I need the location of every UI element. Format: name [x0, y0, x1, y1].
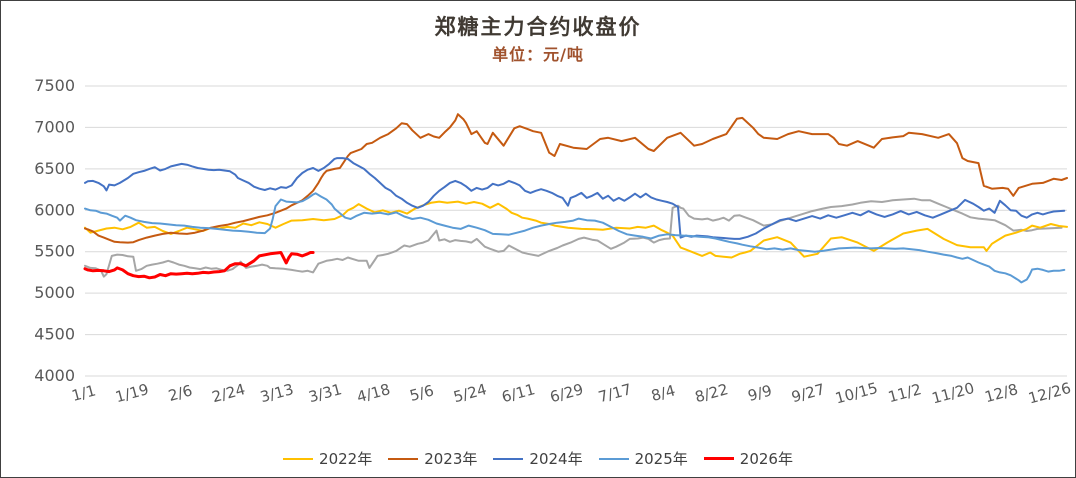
- legend-swatch: [283, 457, 314, 460]
- x-axis-label: 7/17: [596, 380, 633, 406]
- legend-label: 2026年: [739, 450, 793, 468]
- y-axis-label: 7500: [34, 76, 75, 95]
- series-line-2024年: [84, 157, 1066, 240]
- y-axis-label: 6500: [34, 159, 75, 178]
- x-axis-label: 8/4: [649, 381, 677, 405]
- legend-swatch: [598, 457, 629, 460]
- series-line-2026年: [83, 251, 315, 280]
- legend-swatch: [703, 457, 734, 460]
- legend-label: 2022年: [319, 450, 373, 468]
- x-axis-label: 5/6: [408, 381, 436, 405]
- legend-item-2025: 2025年: [598, 448, 688, 469]
- series-line-unlabeled-gray: [84, 197, 1063, 278]
- legend-item-2024: 2024年: [493, 448, 583, 469]
- x-axis-label: 3/31: [307, 380, 344, 406]
- chart-title: 郑糖主力合约收盘价: [434, 15, 642, 39]
- y-axis-label: 5500: [34, 242, 75, 261]
- x-axis-label: 9/9: [746, 381, 774, 405]
- x-axis-label: 11/2: [886, 380, 923, 406]
- legend-item-2026: 2026年: [703, 448, 793, 469]
- x-axis-label: 5/24: [451, 380, 488, 406]
- y-axis-label: 4500: [34, 325, 75, 344]
- legend-item-2023: 2023年: [388, 448, 477, 469]
- legend-label: 2024年: [529, 450, 583, 468]
- x-axis-label: 1/19: [113, 380, 150, 406]
- x-axis-label: 12/26: [1026, 379, 1072, 408]
- y-axis-label: 4000: [34, 366, 75, 385]
- y-axis-label: 5000: [34, 283, 75, 302]
- chart-legend: 2022年 2023年 2024年 2025年 2026年: [1, 448, 1075, 469]
- x-axis-label: 4/18: [355, 380, 392, 406]
- legend-swatch: [388, 457, 419, 460]
- x-axis-label: 8/22: [693, 380, 730, 406]
- y-axis-label: 6000: [34, 200, 75, 219]
- x-axis-label: 3/13: [258, 380, 295, 406]
- y-axis-label: 7000: [34, 117, 75, 136]
- x-axis-label: 6/29: [548, 380, 585, 406]
- chart-subtitle: 单位：元/吨: [492, 45, 584, 64]
- x-axis-label: 10/15: [833, 379, 879, 408]
- x-axis-label: 6/11: [500, 380, 537, 406]
- x-axis-label: 12/8: [983, 380, 1020, 406]
- legend-swatch: [493, 457, 524, 460]
- x-axis-label: 9/27: [790, 380, 827, 406]
- series-line-2023年: [84, 113, 1068, 244]
- x-axis-label: 2/6: [166, 381, 194, 405]
- x-axis-label: 2/24: [210, 380, 247, 406]
- legend-item-2022: 2022年: [283, 448, 372, 469]
- legend-label: 2023年: [424, 450, 478, 468]
- legend-label: 2025年: [634, 450, 688, 468]
- x-axis-label: 1/1: [70, 381, 98, 405]
- series-line-2025年: [84, 192, 1066, 284]
- x-axis-label: 11/20: [930, 379, 976, 408]
